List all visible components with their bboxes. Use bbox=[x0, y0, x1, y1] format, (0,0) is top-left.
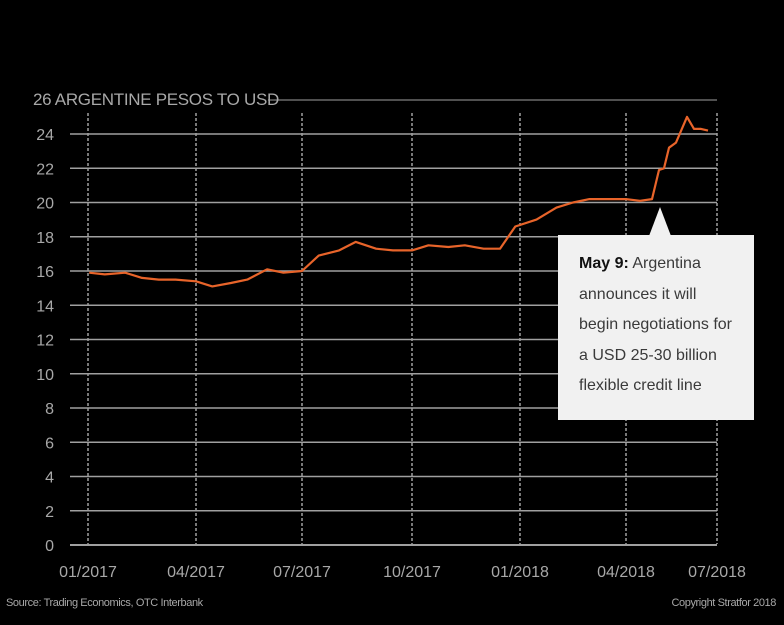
chart-title: 26 ARGENTINE PESOS TO USD bbox=[33, 90, 280, 109]
y-tick-label: 8 bbox=[45, 401, 54, 418]
y-tick-label: 10 bbox=[36, 367, 54, 384]
y-tick-label: 4 bbox=[45, 470, 54, 487]
x-axis-labels: 01/2017 04/2017 07/2017 10/2017 01/2018 04/20… bbox=[59, 564, 746, 581]
annotation-callout: May 9: Argentina announces it will begin… bbox=[558, 235, 754, 420]
callout-pointer bbox=[649, 207, 671, 236]
x-tick-label: 01/2017 bbox=[59, 564, 117, 581]
y-tick-label: 24 bbox=[36, 127, 54, 144]
callout-line: a USD 25-30 billion bbox=[579, 346, 717, 364]
y-tick-label: 2 bbox=[45, 504, 54, 521]
horizontal-gridlines bbox=[70, 99, 717, 546]
x-tick-label: 07/2017 bbox=[273, 564, 331, 581]
y-tick-label: 12 bbox=[36, 333, 54, 350]
callout-line: flexible credit line bbox=[579, 377, 702, 394]
y-tick-label: 14 bbox=[36, 298, 54, 315]
x-tick-label: 01/2018 bbox=[491, 564, 549, 581]
callout-line: begin negotiations for bbox=[579, 316, 732, 333]
callout-date: May 9: bbox=[579, 255, 629, 272]
x-tick-label: 10/2017 bbox=[383, 564, 441, 581]
y-tick-label: 16 bbox=[36, 264, 54, 281]
x-tick-label: 07/2018 bbox=[688, 564, 746, 581]
y-tick-label: 22 bbox=[36, 161, 54, 178]
y-tick-label: 6 bbox=[45, 435, 54, 452]
copyright-note: Copyright Stratfor 2018 bbox=[671, 597, 776, 609]
x-tick-label: 04/2017 bbox=[167, 564, 225, 581]
callout-line: Argentina bbox=[632, 255, 701, 272]
callout-line: announces it will bbox=[579, 285, 697, 303]
y-tick-label: 20 bbox=[36, 196, 54, 213]
x-tick-label: 04/2018 bbox=[597, 564, 655, 581]
y-tick-label: 0 bbox=[45, 538, 54, 555]
y-tick-label: 18 bbox=[36, 230, 54, 247]
source-note: Source: Trading Economics, OTC Interbank bbox=[6, 597, 203, 609]
exchange-rate-line bbox=[89, 115, 709, 288]
